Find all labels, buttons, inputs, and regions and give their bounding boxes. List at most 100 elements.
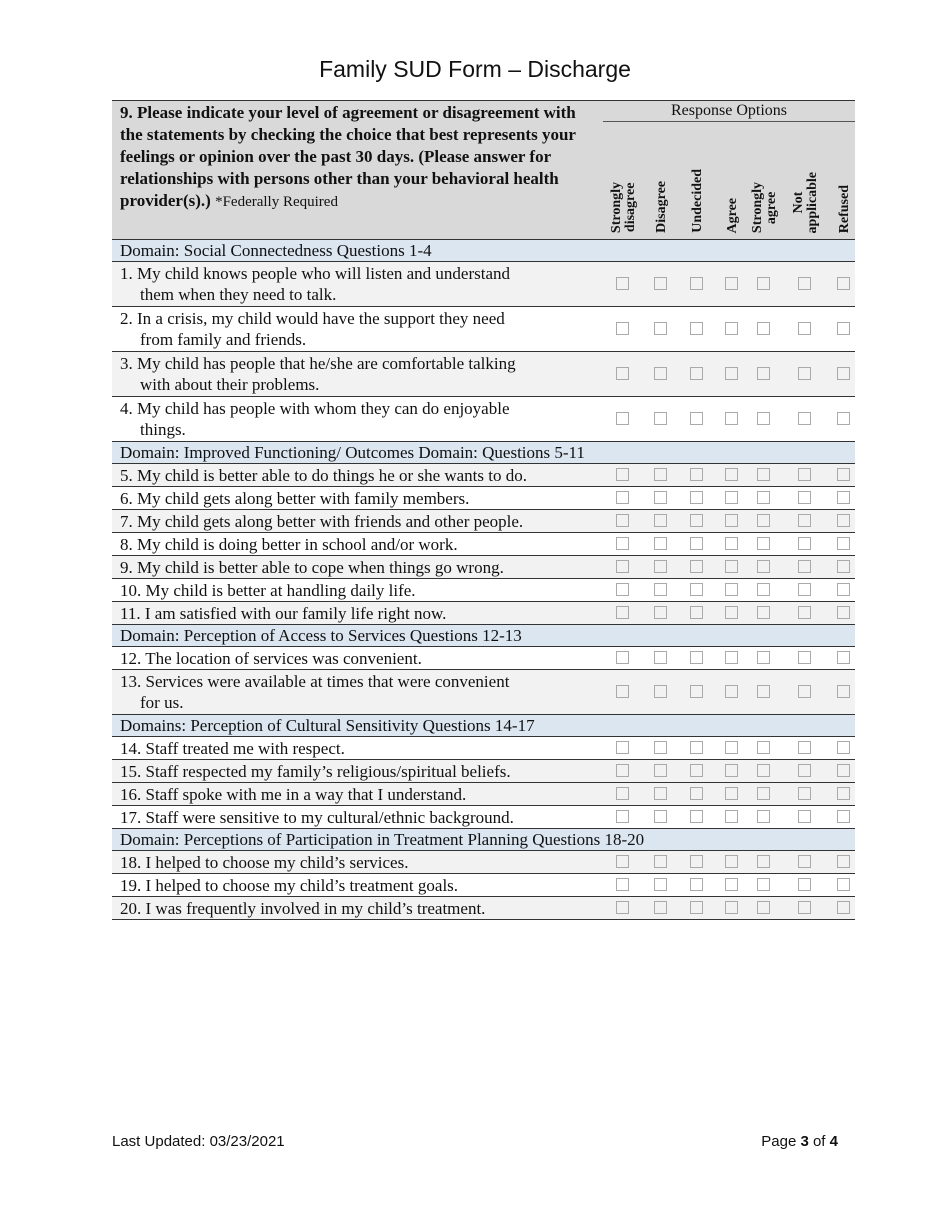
checkbox-strongly-disagree[interactable] — [616, 514, 629, 527]
checkbox-disagree[interactable] — [654, 468, 667, 481]
checkbox-not-applicable[interactable] — [798, 685, 811, 698]
checkbox-refused[interactable] — [837, 810, 850, 823]
checkbox-disagree[interactable] — [654, 855, 667, 868]
checkbox-not-applicable[interactable] — [798, 764, 811, 777]
checkbox-undecided[interactable] — [690, 651, 703, 664]
checkbox-strongly-agree[interactable] — [757, 412, 770, 425]
checkbox-agree[interactable] — [725, 322, 738, 335]
checkbox-not-applicable[interactable] — [798, 606, 811, 619]
checkbox-undecided[interactable] — [690, 685, 703, 698]
checkbox-not-applicable[interactable] — [798, 412, 811, 425]
checkbox-undecided[interactable] — [690, 491, 703, 504]
checkbox-not-applicable[interactable] — [798, 583, 811, 596]
checkbox-disagree[interactable] — [654, 741, 667, 754]
checkbox-strongly-disagree[interactable] — [616, 606, 629, 619]
checkbox-not-applicable[interactable] — [798, 277, 811, 290]
checkbox-strongly-agree[interactable] — [757, 277, 770, 290]
checkbox-not-applicable[interactable] — [798, 901, 811, 914]
checkbox-refused[interactable] — [837, 787, 850, 800]
checkbox-refused[interactable] — [837, 277, 850, 290]
checkbox-strongly-disagree[interactable] — [616, 277, 629, 290]
checkbox-strongly-disagree[interactable] — [616, 412, 629, 425]
checkbox-refused[interactable] — [837, 901, 850, 914]
checkbox-agree[interactable] — [725, 741, 738, 754]
checkbox-agree[interactable] — [725, 583, 738, 596]
checkbox-not-applicable[interactable] — [798, 651, 811, 664]
checkbox-refused[interactable] — [837, 560, 850, 573]
checkbox-undecided[interactable] — [690, 514, 703, 527]
checkbox-not-applicable[interactable] — [798, 878, 811, 891]
checkbox-disagree[interactable] — [654, 514, 667, 527]
checkbox-refused[interactable] — [837, 685, 850, 698]
checkbox-undecided[interactable] — [690, 878, 703, 891]
checkbox-undecided[interactable] — [690, 764, 703, 777]
checkbox-agree[interactable] — [725, 491, 738, 504]
checkbox-strongly-agree[interactable] — [757, 741, 770, 754]
checkbox-undecided[interactable] — [690, 606, 703, 619]
checkbox-disagree[interactable] — [654, 878, 667, 891]
checkbox-strongly-disagree[interactable] — [616, 537, 629, 550]
checkbox-strongly-disagree[interactable] — [616, 491, 629, 504]
checkbox-disagree[interactable] — [654, 560, 667, 573]
checkbox-not-applicable[interactable] — [798, 491, 811, 504]
checkbox-strongly-agree[interactable] — [757, 514, 770, 527]
checkbox-agree[interactable] — [725, 468, 738, 481]
checkbox-strongly-agree[interactable] — [757, 810, 770, 823]
checkbox-disagree[interactable] — [654, 412, 667, 425]
checkbox-refused[interactable] — [837, 606, 850, 619]
checkbox-refused[interactable] — [837, 367, 850, 380]
checkbox-not-applicable[interactable] — [798, 537, 811, 550]
checkbox-strongly-disagree[interactable] — [616, 878, 629, 891]
checkbox-undecided[interactable] — [690, 560, 703, 573]
checkbox-agree[interactable] — [725, 560, 738, 573]
checkbox-refused[interactable] — [837, 855, 850, 868]
checkbox-strongly-agree[interactable] — [757, 560, 770, 573]
checkbox-strongly-agree[interactable] — [757, 583, 770, 596]
checkbox-strongly-agree[interactable] — [757, 855, 770, 868]
checkbox-strongly-disagree[interactable] — [616, 367, 629, 380]
checkbox-disagree[interactable] — [654, 322, 667, 335]
checkbox-strongly-agree[interactable] — [757, 787, 770, 800]
checkbox-disagree[interactable] — [654, 901, 667, 914]
checkbox-strongly-agree[interactable] — [757, 468, 770, 481]
checkbox-not-applicable[interactable] — [798, 367, 811, 380]
checkbox-strongly-disagree[interactable] — [616, 741, 629, 754]
checkbox-not-applicable[interactable] — [798, 787, 811, 800]
checkbox-agree[interactable] — [725, 606, 738, 619]
checkbox-agree[interactable] — [725, 787, 738, 800]
checkbox-undecided[interactable] — [690, 412, 703, 425]
checkbox-strongly-agree[interactable] — [757, 367, 770, 380]
checkbox-strongly-disagree[interactable] — [616, 651, 629, 664]
checkbox-strongly-disagree[interactable] — [616, 322, 629, 335]
checkbox-strongly-agree[interactable] — [757, 878, 770, 891]
checkbox-agree[interactable] — [725, 412, 738, 425]
checkbox-not-applicable[interactable] — [798, 810, 811, 823]
checkbox-refused[interactable] — [837, 468, 850, 481]
checkbox-strongly-agree[interactable] — [757, 322, 770, 335]
checkbox-strongly-agree[interactable] — [757, 764, 770, 777]
checkbox-agree[interactable] — [725, 277, 738, 290]
checkbox-refused[interactable] — [837, 583, 850, 596]
checkbox-undecided[interactable] — [690, 468, 703, 481]
checkbox-strongly-disagree[interactable] — [616, 855, 629, 868]
checkbox-refused[interactable] — [837, 651, 850, 664]
checkbox-agree[interactable] — [725, 685, 738, 698]
checkbox-disagree[interactable] — [654, 685, 667, 698]
checkbox-not-applicable[interactable] — [798, 560, 811, 573]
checkbox-undecided[interactable] — [690, 322, 703, 335]
checkbox-not-applicable[interactable] — [798, 322, 811, 335]
checkbox-strongly-agree[interactable] — [757, 651, 770, 664]
checkbox-strongly-disagree[interactable] — [616, 901, 629, 914]
checkbox-refused[interactable] — [837, 491, 850, 504]
checkbox-strongly-disagree[interactable] — [616, 685, 629, 698]
checkbox-strongly-disagree[interactable] — [616, 764, 629, 777]
checkbox-agree[interactable] — [725, 367, 738, 380]
checkbox-refused[interactable] — [837, 322, 850, 335]
checkbox-strongly-disagree[interactable] — [616, 583, 629, 596]
checkbox-strongly-agree[interactable] — [757, 491, 770, 504]
checkbox-undecided[interactable] — [690, 583, 703, 596]
checkbox-disagree[interactable] — [654, 764, 667, 777]
checkbox-strongly-agree[interactable] — [757, 606, 770, 619]
checkbox-strongly-disagree[interactable] — [616, 468, 629, 481]
checkbox-disagree[interactable] — [654, 537, 667, 550]
